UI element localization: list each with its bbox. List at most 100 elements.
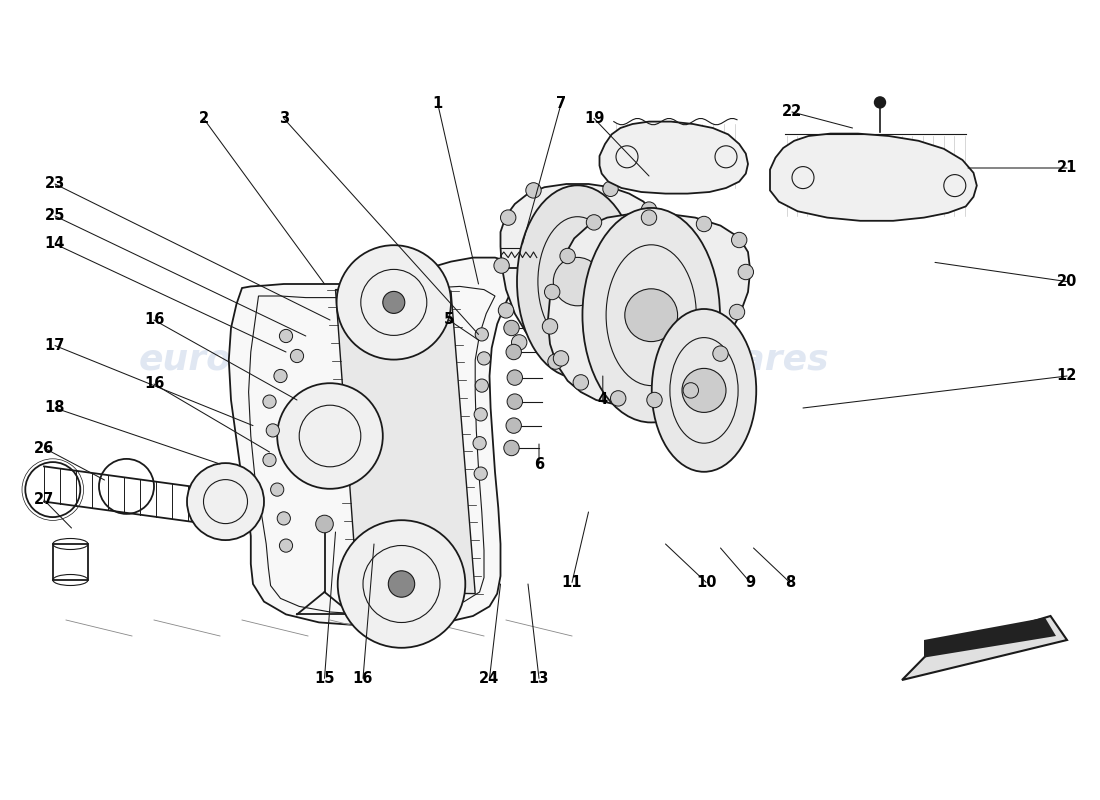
Text: 19: 19 (584, 111, 604, 126)
Circle shape (504, 440, 519, 456)
Circle shape (526, 182, 541, 198)
Text: 16: 16 (144, 313, 164, 327)
Circle shape (732, 232, 747, 248)
Circle shape (512, 334, 527, 350)
Polygon shape (500, 184, 658, 364)
Circle shape (507, 370, 522, 386)
Circle shape (544, 284, 560, 300)
Text: 17: 17 (45, 338, 65, 353)
Polygon shape (600, 122, 748, 194)
Circle shape (603, 181, 618, 197)
Circle shape (477, 352, 491, 365)
Text: 3: 3 (278, 111, 289, 126)
Circle shape (475, 379, 488, 392)
Circle shape (271, 483, 284, 496)
Text: 22: 22 (782, 105, 802, 119)
Text: eurospares: eurospares (601, 343, 829, 377)
Polygon shape (336, 290, 475, 594)
Circle shape (274, 370, 287, 382)
Circle shape (696, 216, 712, 232)
Circle shape (683, 382, 698, 398)
Circle shape (500, 210, 516, 226)
Circle shape (337, 245, 451, 359)
Text: 5: 5 (443, 313, 454, 327)
Text: 21: 21 (1057, 161, 1077, 175)
Circle shape (542, 318, 558, 334)
Circle shape (573, 374, 588, 390)
Text: 15: 15 (315, 671, 334, 686)
Text: 25: 25 (45, 209, 65, 223)
Circle shape (586, 214, 602, 230)
Circle shape (626, 310, 641, 326)
Circle shape (553, 350, 569, 366)
Circle shape (644, 268, 659, 284)
Ellipse shape (517, 186, 638, 378)
Text: 14: 14 (45, 237, 65, 251)
Circle shape (548, 354, 563, 370)
Ellipse shape (651, 309, 757, 472)
Circle shape (494, 258, 509, 274)
Circle shape (475, 328, 488, 341)
Text: 11: 11 (562, 575, 582, 590)
Circle shape (277, 512, 290, 525)
Circle shape (506, 344, 521, 360)
Text: 20: 20 (1057, 274, 1077, 289)
Circle shape (279, 330, 293, 342)
Circle shape (383, 291, 405, 314)
Circle shape (553, 258, 602, 306)
Text: 8: 8 (784, 575, 795, 590)
Circle shape (266, 424, 279, 437)
Text: 4: 4 (597, 393, 608, 407)
Polygon shape (770, 134, 977, 221)
Polygon shape (229, 258, 519, 626)
Circle shape (713, 346, 728, 362)
Text: 12: 12 (1057, 369, 1077, 383)
Text: 2: 2 (198, 111, 209, 126)
Circle shape (338, 520, 465, 648)
Circle shape (473, 437, 486, 450)
Circle shape (738, 264, 754, 280)
Polygon shape (924, 618, 1056, 658)
Circle shape (290, 350, 304, 362)
Text: 16: 16 (144, 377, 164, 391)
Circle shape (641, 210, 657, 226)
Circle shape (506, 418, 521, 434)
Circle shape (316, 515, 333, 533)
Polygon shape (548, 214, 750, 405)
Circle shape (474, 467, 487, 480)
Text: 6: 6 (534, 457, 544, 471)
Text: 1: 1 (432, 97, 443, 111)
Circle shape (498, 302, 514, 318)
Circle shape (560, 248, 575, 264)
Ellipse shape (582, 208, 719, 422)
Circle shape (277, 383, 383, 489)
Circle shape (263, 395, 276, 408)
Circle shape (682, 368, 726, 413)
Circle shape (504, 320, 519, 336)
Text: 16: 16 (353, 671, 373, 686)
Text: 23: 23 (45, 177, 65, 191)
Circle shape (874, 97, 886, 108)
Circle shape (263, 454, 276, 466)
Circle shape (648, 232, 663, 248)
Text: 24: 24 (480, 671, 499, 686)
Text: 10: 10 (696, 575, 716, 590)
Text: 18: 18 (45, 401, 65, 415)
Circle shape (474, 408, 487, 421)
Polygon shape (902, 616, 1067, 680)
Circle shape (595, 350, 610, 366)
Circle shape (641, 202, 657, 218)
Text: 13: 13 (529, 671, 549, 686)
Text: 7: 7 (556, 97, 566, 111)
Text: 9: 9 (745, 575, 756, 590)
Text: 27: 27 (34, 493, 54, 507)
Circle shape (729, 304, 745, 320)
Circle shape (647, 392, 662, 408)
Text: 26: 26 (34, 441, 54, 455)
Circle shape (507, 394, 522, 410)
Circle shape (279, 539, 293, 552)
Circle shape (610, 390, 626, 406)
Circle shape (187, 463, 264, 540)
Circle shape (625, 289, 678, 342)
Circle shape (388, 571, 415, 597)
